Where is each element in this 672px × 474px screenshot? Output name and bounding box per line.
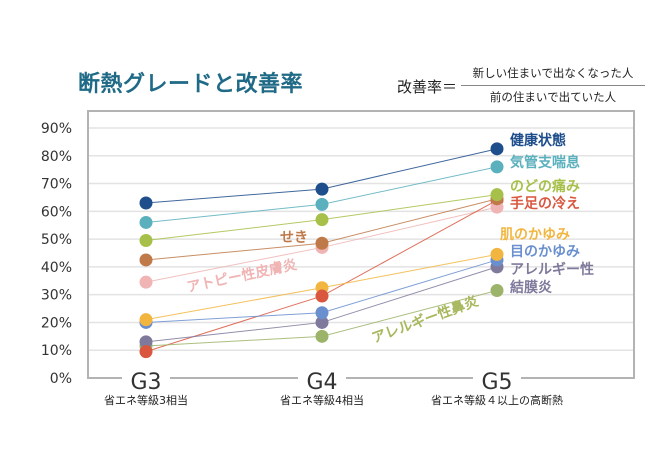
formula-lhs: 改善率＝	[397, 78, 458, 96]
label-cold-limbs: 手足の冷え	[510, 195, 580, 212]
data-point	[139, 345, 153, 359]
x-category-label: G4	[306, 370, 337, 395]
y-tick-label: 30%	[41, 288, 72, 304]
label-allergic: アレルギー性	[510, 261, 594, 278]
data-point	[315, 236, 329, 250]
label-conjunctivitis: 結膜炎	[510, 279, 552, 296]
x-category-sublabel: 省エネ等級4相当	[280, 393, 364, 407]
data-point	[490, 284, 504, 297]
y-tick-label: 60%	[41, 204, 72, 220]
chart-title: 断熱グレードと改善率	[78, 72, 304, 97]
data-point	[490, 188, 504, 202]
label-atopic-dermatitis: アトピー性皮膚炎	[185, 256, 298, 296]
label-cough: せき	[280, 230, 308, 246]
gridlines	[89, 127, 633, 351]
data-point	[315, 197, 329, 211]
data-point	[139, 215, 153, 229]
data-point	[315, 289, 329, 303]
y-tick-label: 0%	[50, 371, 72, 387]
formula-denominator: 前の住まいで出ていた人	[489, 90, 617, 104]
label-sore-throat: のどの痛み	[510, 178, 580, 195]
label-health: 健康状態	[510, 132, 566, 149]
label-asthma: 気管支喘息	[510, 154, 580, 171]
series-points	[139, 142, 504, 359]
y-axis: 0% 10% 20% 30% 40% 50% 60% 70% 80% 90%	[41, 121, 72, 387]
y-tick-label: 20%	[41, 315, 72, 331]
data-point	[315, 306, 329, 320]
data-point	[139, 335, 153, 349]
data-point	[490, 142, 504, 156]
data-point	[315, 315, 329, 329]
data-point	[139, 275, 153, 289]
data-point	[490, 247, 504, 261]
x-category-sublabel: 省エネ等級3相当	[104, 393, 188, 407]
y-tick-label: 90%	[41, 121, 72, 137]
y-tick-label: 80%	[41, 149, 72, 165]
plot-frame	[87, 110, 635, 379]
data-point	[315, 329, 329, 343]
data-point	[139, 196, 153, 210]
y-tick-label: 70%	[41, 177, 72, 193]
data-point	[490, 160, 504, 174]
data-point	[315, 213, 329, 227]
label-eye-itch: 目のかゆみ	[510, 244, 580, 260]
y-tick-label: 50%	[41, 232, 72, 248]
x-category-label: G3	[130, 370, 161, 395]
x-category-sublabel: 省エネ等級４以上の高断熱	[431, 393, 563, 407]
label-skin-itch: 肌のかゆみ	[500, 227, 570, 243]
improvement-rate-formula: 改善率＝ 新しい住まいで出なくなった人 前の住まいで出ていた人	[397, 65, 647, 109]
formula-fraction-bar	[461, 85, 645, 86]
data-point	[139, 253, 153, 267]
y-tick-label: 10%	[41, 343, 72, 359]
y-tick-label: 40%	[41, 260, 72, 276]
data-point	[315, 182, 329, 196]
formula-numerator: 新しい住まいで出なくなった人	[472, 66, 634, 80]
x-category-label: G5	[481, 370, 512, 395]
data-point	[139, 313, 153, 327]
data-point	[139, 234, 153, 247]
